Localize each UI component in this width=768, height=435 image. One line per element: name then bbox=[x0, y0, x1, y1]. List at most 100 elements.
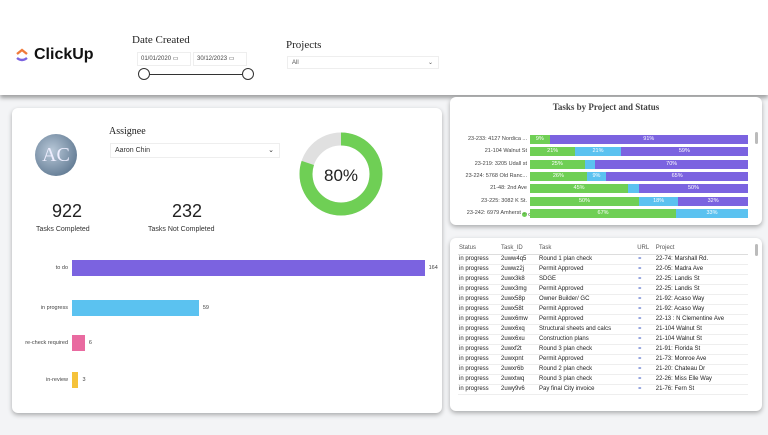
bar-segment[interactable]: 65% bbox=[606, 171, 748, 181]
bar-segment[interactable]: 70% bbox=[595, 159, 748, 169]
table-row[interactable]: in progress 2uwxpnt Permit Approved ⚭ 21-73:… bbox=[458, 354, 748, 365]
project-cell: 21-104 Walnut St bbox=[654, 334, 748, 345]
column-header[interactable]: Task_ID bbox=[500, 243, 539, 255]
link-icon[interactable]: ⚭ bbox=[636, 354, 655, 365]
column-header[interactable]: Status bbox=[458, 243, 501, 255]
table-row[interactable]: in progress 2uwwz2j Permit Approved ⚭ 22-05:… bbox=[458, 264, 748, 275]
bar-segment[interactable]: 21% bbox=[575, 147, 621, 157]
status-cell: in progress bbox=[458, 264, 501, 275]
slider-end-handle[interactable] bbox=[242, 68, 254, 80]
assignee-dropdown[interactable]: Aaron Chin ⌄ bbox=[110, 143, 280, 158]
bar-label: to do bbox=[55, 265, 68, 271]
project-label: 23-242: 6979 Amherst ... bbox=[466, 209, 527, 216]
clickup-logo-icon bbox=[16, 48, 28, 62]
table-row[interactable]: in progress 2uwxr6b Round 2 plan check ⚭ 21-… bbox=[458, 364, 748, 375]
project-cell: 21-92: Acaso Way bbox=[654, 304, 748, 315]
link-icon[interactable]: ⚭ bbox=[636, 264, 655, 275]
link-icon[interactable]: ⚭ bbox=[636, 374, 655, 385]
end-date-input[interactable]: 30/12/2023 ▭ bbox=[193, 52, 247, 66]
start-date-input[interactable]: 01/01/2020 ▭ bbox=[137, 52, 191, 66]
link-icon[interactable]: ⚭ bbox=[636, 304, 655, 315]
bar-segment[interactable] bbox=[628, 184, 639, 194]
table-row[interactable]: in progress 2uwx58t Permit Approved ⚭ 21-92:… bbox=[458, 304, 748, 315]
bar-segment[interactable]: 59% bbox=[620, 147, 749, 157]
link-icon[interactable]: ⚭ bbox=[636, 324, 655, 335]
status-cell: in progress bbox=[458, 334, 501, 345]
status-cell: in progress bbox=[458, 294, 501, 305]
bar-segment[interactable]: 32% bbox=[678, 196, 748, 206]
column-header[interactable]: URL bbox=[636, 243, 655, 255]
bar-segment[interactable] bbox=[584, 159, 596, 169]
projects-dropdown[interactable]: All ⌄ bbox=[287, 56, 439, 69]
task-cell: Pay final City invoice bbox=[538, 384, 637, 395]
project-status-card: Tasks by Project and Status completein p… bbox=[450, 97, 762, 225]
project-label: 23-219: 3205 Udall st bbox=[474, 160, 527, 167]
project-cell: 21-104 Walnut St bbox=[654, 324, 748, 335]
project-cell: 21-92: Acaso Way bbox=[654, 294, 748, 305]
project-bar: 45% 50% bbox=[530, 184, 748, 194]
table-row[interactable]: in progress 2uwx3mg Permit Approved ⚭ 22-25:… bbox=[458, 284, 748, 295]
bar-segment[interactable]: 9% bbox=[530, 135, 550, 144]
bar-segment[interactable]: 18% bbox=[639, 196, 679, 206]
link-icon[interactable]: ⚭ bbox=[636, 384, 655, 395]
date-slider-track[interactable] bbox=[145, 74, 249, 75]
bar-segment[interactable]: 67% bbox=[530, 208, 677, 218]
calendar-icon[interactable]: ▭ bbox=[228, 56, 235, 62]
bar-segment[interactable]: 25% bbox=[530, 159, 585, 169]
table-row[interactable]: in progress 2uww4q5 Round 1 plan check ⚭ 22-… bbox=[458, 254, 748, 265]
link-icon[interactable]: ⚭ bbox=[636, 334, 655, 345]
status-cell: in progress bbox=[458, 324, 501, 335]
scrollbar[interactable] bbox=[755, 132, 758, 144]
chevron-down-icon: ⌄ bbox=[268, 147, 274, 154]
table-row[interactable]: in progress 2uwxtwq Round 3 plan check ⚭ 22-… bbox=[458, 374, 748, 385]
bar-segment[interactable]: 26% bbox=[530, 171, 587, 181]
table-row[interactable]: in progress 2uwx3k8 SDGE ⚭ 22-25: Landis St bbox=[458, 274, 748, 285]
status-bar[interactable] bbox=[72, 300, 199, 316]
link-icon[interactable]: ⚭ bbox=[636, 274, 655, 285]
donut-percent-label: 80% bbox=[324, 166, 358, 185]
table-row[interactable]: in progress 2uwx6xq Structural sheets and … bbox=[458, 324, 748, 335]
bar-segment[interactable]: 21% bbox=[530, 147, 576, 157]
table-row[interactable]: in progress 2uwx58p Owner Builder/ GC ⚭ 21-9… bbox=[458, 294, 748, 305]
task-id-cell: 2uwxpnt bbox=[500, 354, 539, 365]
table-row[interactable]: in progress 2uwxf2t Round 3 plan check ⚭ 21-… bbox=[458, 344, 748, 355]
bar-segment[interactable]: 9% bbox=[586, 171, 607, 181]
link-icon[interactable]: ⚭ bbox=[636, 294, 655, 305]
table-row[interactable]: in progress 2uwy9v6 Pay final City invoice… bbox=[458, 384, 748, 395]
status-bar[interactable] bbox=[72, 372, 79, 388]
status-cell: in progress bbox=[458, 384, 501, 395]
calendar-icon[interactable]: ▭ bbox=[172, 56, 179, 62]
status-bar[interactable] bbox=[72, 335, 85, 351]
task-id-cell: 2uwx6mw bbox=[500, 314, 539, 325]
link-icon[interactable]: ⚭ bbox=[636, 284, 655, 295]
bar-segment[interactable]: 91% bbox=[549, 135, 748, 144]
completion-donut: 80% bbox=[299, 132, 383, 216]
scrollbar[interactable] bbox=[755, 244, 758, 256]
task-cell: Permit Approved bbox=[538, 304, 637, 315]
chart-title: Tasks by Project and Status bbox=[552, 102, 660, 112]
tasks-table-card: Status Task_ID Task URL Project in progress 2… bbox=[450, 238, 762, 411]
bar-segment[interactable]: 50% bbox=[530, 196, 639, 206]
bar-segment[interactable]: 50% bbox=[638, 184, 748, 194]
tasks-table: Status Task_ID Task URL Project in progress 2… bbox=[458, 243, 748, 395]
legend-dot bbox=[522, 212, 528, 218]
task-cell: Round 1 plan check bbox=[538, 254, 637, 265]
filter-bar: ClickUp Date Created 01/01/2020 ▭ 30/12/… bbox=[0, 0, 768, 95]
link-icon[interactable]: ⚭ bbox=[636, 314, 655, 325]
project-cell: 22-74: Marshall Rd. bbox=[654, 254, 748, 265]
task-cell: Owner Builder/ GC bbox=[538, 294, 637, 305]
link-icon[interactable]: ⚭ bbox=[636, 344, 655, 355]
slider-start-handle[interactable] bbox=[138, 68, 150, 80]
status-cell: in progress bbox=[458, 314, 501, 325]
table-row[interactable]: in progress 2uwx6mw Permit Approved ⚭ 22-13 … bbox=[458, 314, 748, 325]
task-id-cell: 2uwx3mg bbox=[500, 284, 539, 295]
column-header[interactable]: Project bbox=[654, 243, 748, 255]
link-icon[interactable]: ⚭ bbox=[636, 364, 655, 375]
bar-segment[interactable]: 45% bbox=[530, 184, 629, 194]
status-bar[interactable] bbox=[72, 260, 425, 276]
table-row[interactable]: in progress 2uwx6xu Construction plans ⚭ 21-… bbox=[458, 334, 748, 345]
bar-segment[interactable]: 33% bbox=[676, 208, 748, 218]
project-cell: 21-91: Florida St bbox=[654, 344, 748, 355]
link-icon[interactable]: ⚭ bbox=[636, 254, 655, 265]
column-header[interactable]: Task bbox=[538, 243, 637, 255]
